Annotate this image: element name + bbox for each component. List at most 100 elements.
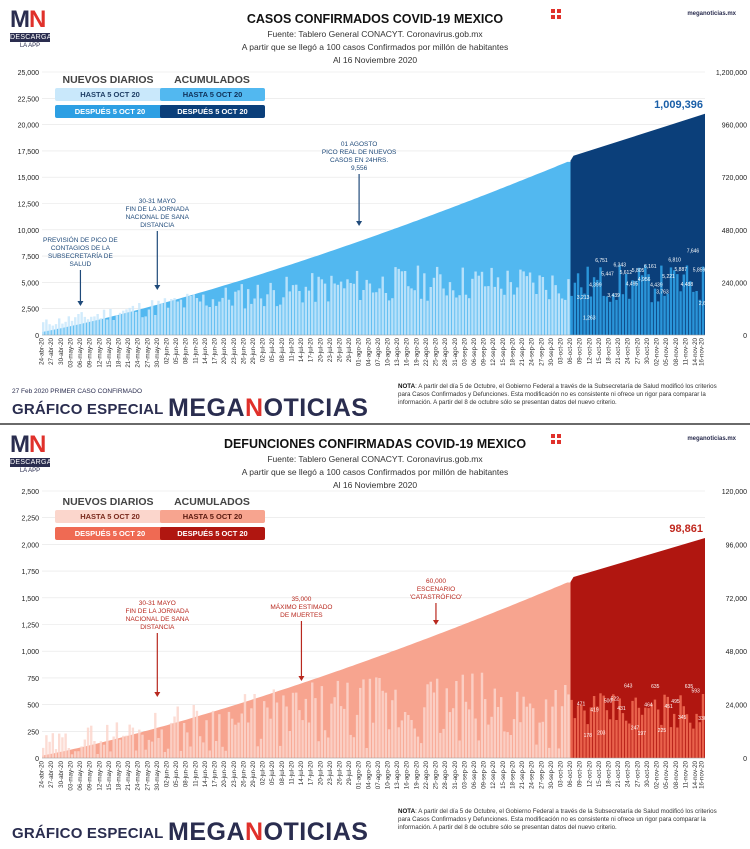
x-tick-label: 17-jul-20 bbox=[308, 760, 315, 785]
legend-cumulative-after: DESPUÉS 5 OCT 20 bbox=[160, 105, 265, 118]
grid-icon[interactable] bbox=[551, 9, 561, 19]
x-tick-label: 26-jun-20 bbox=[240, 760, 247, 787]
daily-bar bbox=[391, 298, 394, 335]
x-tick-label: 06-sep-20 bbox=[471, 760, 478, 788]
x-tick-label: 23-jun-20 bbox=[231, 337, 238, 364]
daily-bar bbox=[554, 285, 557, 335]
daily-value-label: 5,221 bbox=[662, 274, 675, 280]
daily-bar bbox=[637, 267, 641, 335]
daily-bar bbox=[234, 291, 237, 335]
grid-icon[interactable] bbox=[551, 434, 561, 444]
daily-bar bbox=[647, 708, 650, 758]
daily-bar bbox=[320, 279, 324, 335]
x-tick-label: 24-sep-20 bbox=[529, 337, 536, 365]
daily-bar bbox=[64, 321, 67, 335]
x-tick-label: 30-oct-20 bbox=[644, 337, 651, 364]
daily-bar bbox=[195, 710, 199, 758]
daily-bar bbox=[240, 284, 243, 335]
daily-bar bbox=[343, 708, 346, 758]
daily-bar bbox=[170, 299, 173, 335]
mn-logo[interactable]: MN DESCARGA LA APP bbox=[10, 433, 51, 474]
daily-bar bbox=[419, 298, 423, 335]
annotation-text: 01 AGOSTO bbox=[341, 141, 377, 148]
cases-panel: 0 2,500 5,000 7,500 10,000 12,500 15,000 17,500… bbox=[0, 0, 750, 424]
x-tick-label: 06-oct-20 bbox=[567, 760, 574, 787]
daily-bar bbox=[378, 678, 381, 758]
daily-bar bbox=[663, 694, 666, 758]
daily-bar bbox=[580, 287, 583, 335]
site-link[interactable]: meganoticias.mx bbox=[687, 11, 736, 17]
daily-bar bbox=[439, 274, 442, 335]
daily-bar bbox=[304, 286, 308, 335]
daily-bar bbox=[45, 735, 48, 758]
daily-bar bbox=[640, 714, 644, 758]
daily-value-label: 225 bbox=[658, 728, 667, 734]
daily-bar bbox=[413, 290, 416, 335]
x-tick-label: 14-nov-20 bbox=[692, 337, 699, 365]
daily-bar bbox=[285, 276, 288, 335]
daily-bar bbox=[512, 719, 516, 758]
y-tick-label-left: 0 bbox=[35, 333, 39, 340]
daily-bar bbox=[138, 729, 141, 758]
daily-bar bbox=[653, 288, 657, 335]
daily-bar bbox=[106, 724, 109, 758]
daily-bar bbox=[93, 316, 96, 335]
daily-bar bbox=[423, 707, 426, 758]
daily-bar bbox=[605, 710, 609, 758]
annotation-text: PICO REAL DE NUEVOS bbox=[322, 149, 397, 156]
x-tick-label: 01-ago-20 bbox=[356, 337, 363, 366]
x-tick-label: 27-may-20 bbox=[144, 760, 151, 790]
daily-bar bbox=[214, 305, 218, 335]
y-tick-label-left: 1,000 bbox=[21, 649, 39, 656]
daily-value-label: 593 bbox=[692, 689, 701, 695]
y-tick-label-left: 7,500 bbox=[21, 254, 39, 261]
daily-bar bbox=[64, 733, 67, 758]
mn-logo[interactable]: MN DESCARGA LA APP bbox=[10, 8, 51, 49]
daily-bar bbox=[615, 299, 618, 335]
x-tick-label: 06-sep-20 bbox=[471, 337, 478, 365]
daily-bar bbox=[70, 754, 74, 758]
daily-bar bbox=[166, 307, 170, 335]
daily-bar bbox=[381, 690, 384, 758]
legend-daily-after: DESPUÉS 5 OCT 20 bbox=[55, 105, 165, 118]
daily-value-label: 336 bbox=[698, 716, 707, 722]
annotation-text: NACIONAL DE SANA bbox=[126, 616, 190, 623]
y-tick-label-left: 25,000 bbox=[18, 70, 40, 77]
daily-bar bbox=[189, 746, 192, 758]
daily-bar bbox=[368, 678, 372, 758]
daily-bar bbox=[144, 316, 147, 335]
daily-bar bbox=[455, 297, 458, 335]
daily-bar bbox=[323, 283, 327, 335]
daily-bar bbox=[602, 295, 605, 335]
daily-bar bbox=[403, 712, 407, 758]
daily-bar bbox=[592, 277, 596, 335]
x-tick-label: 25-ago-20 bbox=[433, 760, 440, 789]
daily-bar bbox=[467, 709, 471, 758]
y-tick-label-left: 20,000 bbox=[18, 123, 40, 130]
annotation-text: DE MUERTES bbox=[280, 612, 323, 619]
daily-bar bbox=[176, 706, 179, 758]
chart-subtitle: A partir que se llegó a 100 casos Confir… bbox=[241, 467, 509, 477]
y-tick-label-left: 2,000 bbox=[21, 542, 39, 549]
daily-bar bbox=[288, 731, 292, 758]
daily-bar bbox=[375, 292, 378, 335]
daily-bar bbox=[279, 745, 282, 758]
site-link[interactable]: meganoticias.mx bbox=[687, 436, 736, 442]
x-tick-label: 19-ago-20 bbox=[413, 760, 420, 789]
daily-value-label: 495 bbox=[671, 699, 680, 705]
daily-bar bbox=[532, 282, 535, 335]
daily-bar bbox=[224, 287, 227, 335]
daily-bar bbox=[682, 706, 685, 758]
daily-bar bbox=[500, 697, 503, 758]
x-tick-label: 20-jun-20 bbox=[221, 337, 228, 364]
x-tick-label: 25-ago-20 bbox=[433, 337, 440, 366]
daily-bar bbox=[570, 699, 573, 758]
daily-bar bbox=[464, 294, 468, 335]
x-tick-label: 12-oct-20 bbox=[586, 760, 593, 787]
daily-bar bbox=[487, 724, 490, 758]
daily-bar bbox=[541, 277, 545, 335]
daily-bar bbox=[583, 710, 586, 758]
y-tick-label-left: 22,500 bbox=[18, 96, 40, 103]
daily-bar bbox=[301, 720, 304, 758]
daily-bar bbox=[122, 735, 125, 758]
